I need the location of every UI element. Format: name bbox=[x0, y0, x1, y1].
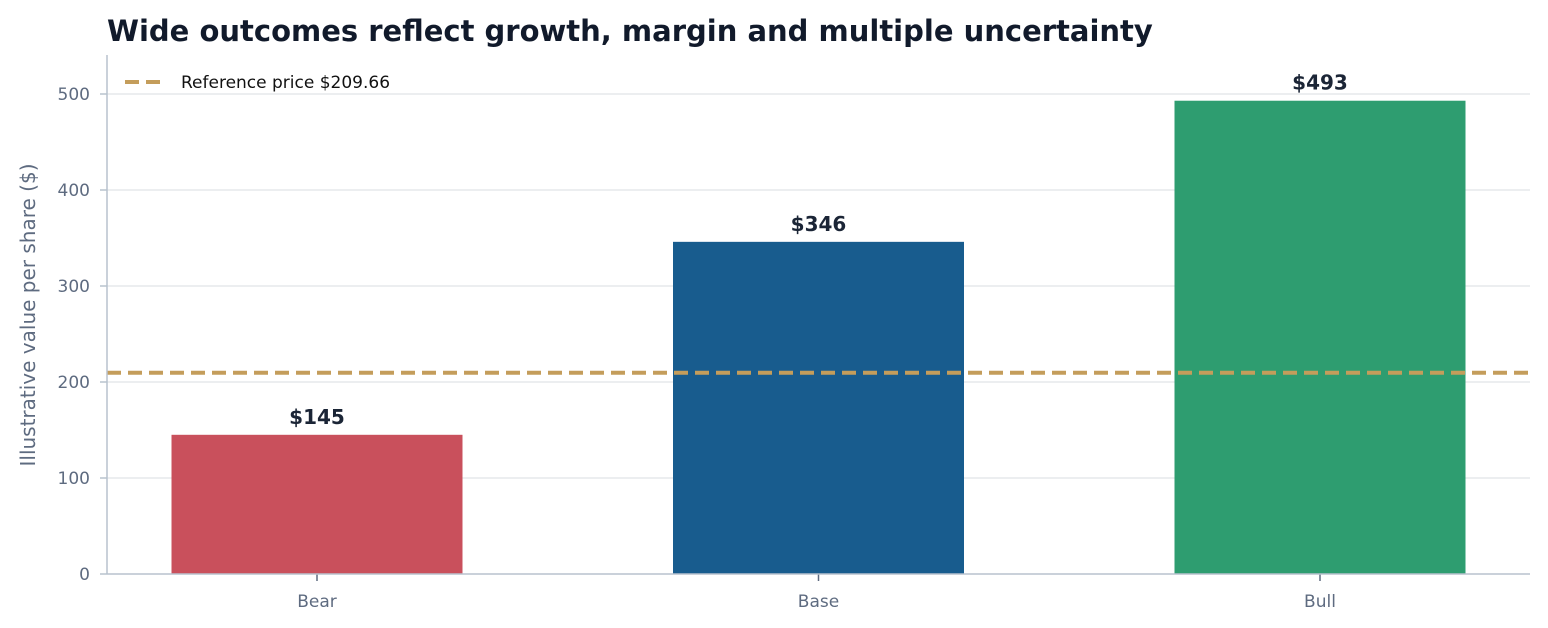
y-axis-label: Illustrative value per share ($) bbox=[16, 163, 40, 466]
axes: 0 100 200 300 400 500 Bear Base Bull bbox=[58, 55, 1530, 612]
y-tick-label-400: 400 bbox=[58, 181, 90, 201]
y-tick-label-0: 0 bbox=[79, 565, 90, 585]
y-tick-label-200: 200 bbox=[58, 373, 90, 393]
bars bbox=[171, 100, 1466, 574]
data-label-bull: $493 bbox=[1292, 71, 1348, 95]
bar-bull bbox=[1174, 100, 1466, 574]
y-tick-label-500: 500 bbox=[58, 85, 90, 105]
data-label-base: $346 bbox=[791, 212, 847, 236]
x-tick-label-bull: Bull bbox=[1304, 592, 1336, 612]
chart-title: Wide outcomes reflect growth, margin and… bbox=[107, 14, 1153, 48]
y-tick-label-300: 300 bbox=[58, 277, 90, 297]
bar-bear bbox=[171, 434, 463, 574]
y-tick-label-100: 100 bbox=[58, 469, 90, 489]
data-label-bear: $145 bbox=[289, 405, 345, 429]
x-tick-label-bear: Bear bbox=[297, 592, 337, 612]
legend: Reference price $209.66 bbox=[125, 73, 390, 93]
bar-base bbox=[673, 241, 964, 574]
data-labels: $145 $346 $493 bbox=[289, 71, 1348, 429]
x-tick-label-base: Base bbox=[798, 592, 839, 612]
legend-label-reference-price: Reference price $209.66 bbox=[181, 73, 390, 93]
